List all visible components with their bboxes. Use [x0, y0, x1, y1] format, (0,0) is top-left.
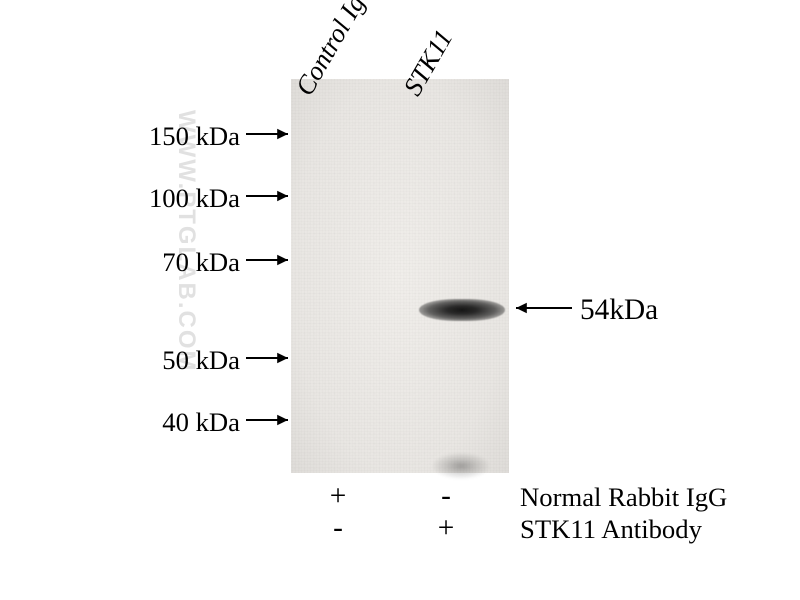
condition-label: Normal Rabbit IgG: [520, 482, 727, 513]
mw-label: 50 kDa: [162, 345, 240, 376]
blot-smudge: [433, 453, 489, 479]
blot-membrane: [290, 78, 510, 474]
mw-label: 150 kDa: [149, 121, 240, 152]
condition-symbol: +: [434, 512, 458, 545]
blot-grain: [291, 79, 509, 473]
condition-symbol: +: [326, 480, 350, 513]
mw-label: 70 kDa: [162, 247, 240, 278]
condition-symbol: -: [434, 480, 458, 513]
protein-band-stk11: [419, 299, 505, 321]
result-label: 54kDa: [580, 294, 658, 327]
condition-symbol: -: [326, 512, 350, 545]
ip-western-figure: WWW.PTGLAB.COM Control IgGSTK11 150 kDa …: [0, 0, 800, 600]
condition-label: STK11 Antibody: [520, 514, 702, 545]
mw-label: 40 kDa: [162, 407, 240, 438]
mw-label: 100 kDa: [149, 183, 240, 214]
